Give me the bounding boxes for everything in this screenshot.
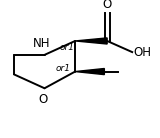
Text: NH: NH	[33, 37, 51, 50]
Polygon shape	[75, 38, 107, 44]
Text: or1: or1	[60, 43, 75, 52]
Text: O: O	[103, 0, 112, 11]
Text: O: O	[39, 93, 48, 106]
Text: OH: OH	[133, 46, 151, 59]
Polygon shape	[75, 68, 104, 75]
Text: or1: or1	[56, 64, 71, 73]
